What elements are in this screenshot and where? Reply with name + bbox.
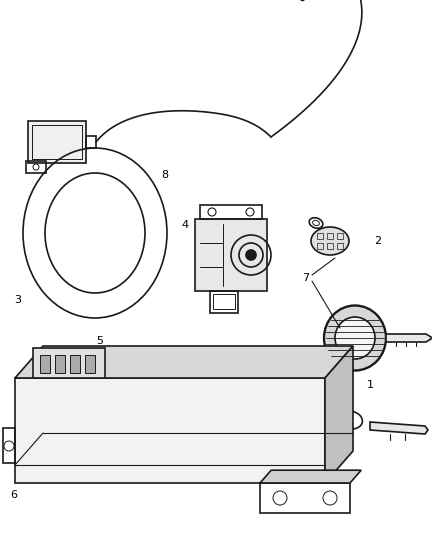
Bar — [3, 428, 15, 463]
Text: 4: 4 — [181, 220, 189, 230]
Text: 2: 2 — [374, 236, 381, 246]
Polygon shape — [386, 334, 431, 342]
Bar — [32, 125, 82, 159]
Bar — [317, 243, 323, 249]
Bar — [210, 291, 238, 313]
Text: 6: 6 — [11, 490, 18, 500]
Bar — [337, 233, 343, 239]
Bar — [213, 294, 235, 309]
Polygon shape — [260, 470, 361, 483]
Ellipse shape — [335, 317, 375, 359]
Bar — [40, 355, 50, 373]
Bar — [55, 355, 65, 373]
Circle shape — [246, 250, 256, 260]
Text: 1: 1 — [367, 380, 374, 390]
Text: 5: 5 — [96, 336, 103, 346]
Bar — [33, 348, 105, 378]
Bar — [28, 121, 86, 163]
Polygon shape — [370, 422, 428, 434]
Ellipse shape — [324, 305, 386, 370]
Bar — [85, 355, 95, 373]
Bar — [327, 233, 333, 239]
Text: 3: 3 — [14, 295, 21, 305]
Bar — [70, 355, 80, 373]
Bar — [200, 205, 262, 219]
Polygon shape — [325, 346, 353, 483]
Bar — [26, 161, 46, 173]
Text: 7: 7 — [302, 273, 310, 283]
Bar — [15, 378, 325, 483]
Bar — [195, 219, 267, 291]
Bar — [317, 233, 323, 239]
Text: 8: 8 — [162, 170, 169, 180]
Bar — [327, 243, 333, 249]
Bar — [86, 136, 96, 148]
Bar — [337, 243, 343, 249]
Polygon shape — [15, 346, 353, 378]
Ellipse shape — [311, 227, 349, 255]
Bar — [260, 483, 350, 513]
